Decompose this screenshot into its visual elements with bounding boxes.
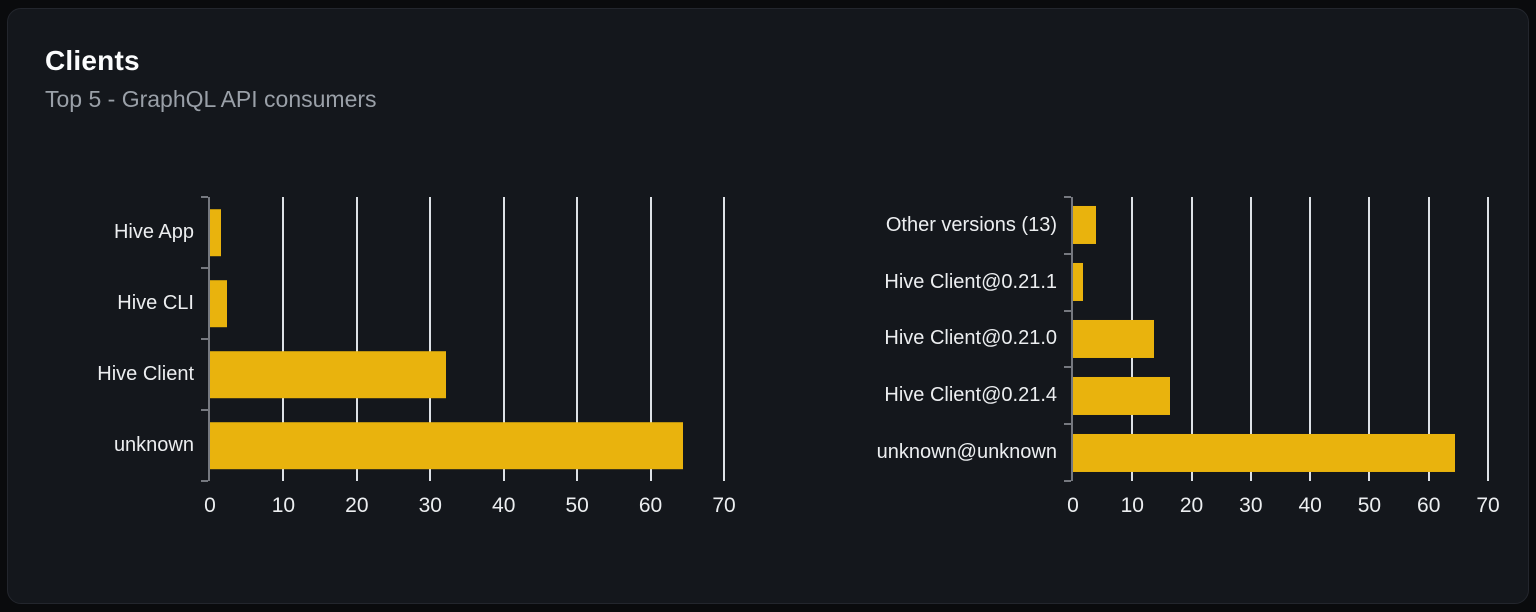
x-tick-label: 70 [1476,494,1500,517]
gridline [576,197,579,481]
bar-hive-client-0-21-4[interactable] [1073,376,1170,415]
y-axis-tick [1064,309,1071,312]
gridline [649,197,652,481]
card-title: Clients [45,45,140,76]
x-tick-label: 70 [712,494,736,517]
bar-unknown-unknown[interactable] [1073,433,1455,472]
category-label-hive-cli: Hive CLI [117,292,194,314]
gridline [1368,197,1371,481]
y-axis-tick [1064,423,1071,426]
y-axis-tick [1064,366,1071,369]
gridline [282,197,285,481]
gridline [502,197,505,481]
y-axis-tick [201,480,208,482]
bar-hive-cli[interactable] [210,279,227,328]
bar-unknown[interactable] [210,421,683,470]
card-header: Clients Top 5 - GraphQL API consumers [8,9,1528,113]
y-axis-tick [1064,252,1071,255]
y-axis-tick [201,338,208,340]
bar-hive-app[interactable] [210,208,221,257]
category-label-hive-client-0-21-0: Hive Client@0.21.0 [884,327,1057,350]
gridline [1190,197,1193,481]
bar-hive-client[interactable] [210,350,447,399]
y-axis-labels: Other versions (13) Hive Client@0.21.1 Hiv… [847,197,1071,481]
bar-hive-client-0-21-1[interactable] [1073,263,1084,302]
x-tick-label: 50 [565,494,589,517]
gridline [723,197,725,481]
gridline [1249,197,1252,481]
x-tick-label: 0 [1067,494,1079,517]
category-label-other-versions-13: Other versions (13) [885,213,1057,236]
gridline [1427,197,1430,481]
gridline [429,197,432,481]
x-tick-label: 40 [1298,494,1322,517]
category-label-hive-app: Hive App [113,221,194,243]
category-label-unknown-unknown: unknown@unknown [876,441,1057,464]
category-label-unknown: unknown [113,434,194,456]
plot-area: 0 10 20 30 40 50 60 70 [201,196,736,517]
clients-by-name-chart: Hive App Hive CLI Hive Client unknown 0 10 20… [94,196,736,517]
card-subtitle: Top 5 - GraphQL API consumers [45,86,377,112]
charts-row: Hive App Hive CLI Hive Client unknown 0 10 20… [8,196,1528,517]
x-tick-label: 10 [1120,494,1144,517]
y-axis-tick [201,409,208,411]
x-tick-label: 0 [204,494,216,517]
x-tick-label: 60 [1417,494,1441,517]
x-tick-label: 30 [418,494,442,517]
category-label-hive-client-0-21-4: Hive Client@0.21.4 [884,384,1057,407]
clients-by-version-chart: Other versions (13) Hive Client@0.21.1 Hiv… [847,196,1500,517]
y-axis-tick [201,196,208,198]
x-tick-label: 10 [271,494,296,517]
gridline [355,197,358,481]
category-label-hive-client: Hive Client [97,363,194,385]
plot-area: 0 10 20 30 40 50 60 70 [1064,196,1500,517]
clients-card: Clients Top 5 - GraphQL API consumers Hi… [7,8,1529,604]
y-axis-labels: Hive App Hive CLI Hive Client unknown [94,197,208,481]
y-axis-tick [1064,480,1071,482]
x-tick-label: 40 [492,494,516,517]
x-tick-label: 20 [345,494,369,517]
category-label-hive-client-0-21-1: Hive Client@0.21.1 [884,270,1057,293]
y-axis-tick [201,267,208,269]
y-axis-tick [1064,196,1071,198]
x-tick-label: 30 [1239,494,1263,517]
x-tick-label: 20 [1179,494,1204,517]
gridline [1487,197,1489,481]
x-tick-label: 60 [638,494,663,517]
x-tick-label: 50 [1357,494,1382,517]
bar-hive-client-0-21-0[interactable] [1073,319,1155,359]
gridline [1309,197,1312,481]
bar-other-versions-13[interactable] [1073,206,1097,245]
